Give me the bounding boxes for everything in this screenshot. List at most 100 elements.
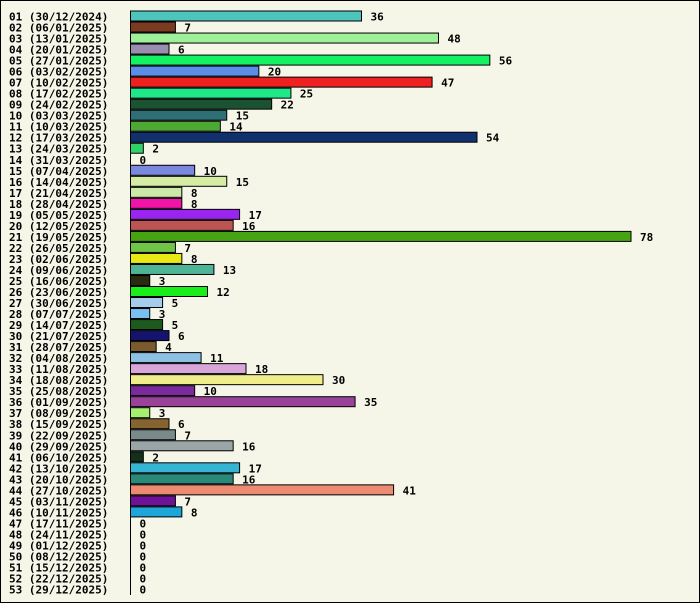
bar (130, 330, 170, 342)
category-label: 24 (09/06/2025) (9, 264, 108, 277)
bar (130, 252, 183, 264)
value-label: 17 (249, 209, 262, 222)
bar (130, 396, 356, 408)
value-label: 30 (332, 374, 345, 387)
value-label: 16 (242, 473, 256, 486)
bar (130, 131, 478, 143)
value-label: 8 (191, 506, 198, 519)
bar (130, 21, 176, 33)
category-label: 48 (24/11/2025) (9, 528, 108, 541)
value-label: 15 (236, 176, 249, 189)
category-label: 15 (07/04/2025) (9, 165, 108, 178)
bar (130, 352, 202, 364)
value-label: 0 (140, 528, 147, 541)
category-label: 25 (16/06/2025) (9, 275, 108, 288)
category-label: 06 (03/02/2025) (9, 66, 108, 79)
category-label: 50 (08/12/2025) (9, 550, 108, 563)
value-label: 47 (441, 77, 454, 90)
bar (130, 109, 228, 121)
category-label: 23 (02/06/2025) (9, 253, 108, 266)
category-label: 08 (17/02/2025) (9, 88, 108, 101)
bar (130, 65, 260, 77)
category-label: 37 (08/09/2025) (9, 407, 108, 420)
category-label: 52 (22/12/2025) (9, 573, 108, 586)
value-label: 4 (165, 341, 172, 354)
bar (130, 297, 164, 309)
bar (130, 506, 183, 518)
value-label: 15 (236, 110, 249, 123)
value-label: 10 (204, 385, 217, 398)
category-label: 36 (01/09/2025) (9, 396, 108, 409)
bar (130, 429, 176, 441)
value-label: 8 (191, 198, 198, 211)
bar (130, 385, 196, 397)
bar (130, 142, 144, 154)
category-label: 19 (05/05/2025) (9, 209, 108, 222)
value-label: 0 (140, 562, 147, 575)
category-label: 14 (31/03/2025) (9, 154, 108, 167)
value-label: 2 (152, 451, 159, 464)
value-label: 16 (242, 440, 256, 453)
category-label: 28 (07/07/2025) (9, 308, 108, 321)
bar (130, 208, 241, 220)
value-label: 48 (448, 33, 461, 46)
category-label: 49 (01/12/2025) (9, 539, 108, 552)
category-label: 11 (10/03/2025) (9, 121, 108, 134)
bar (130, 363, 247, 375)
bar (130, 120, 221, 132)
value-label: 16 (242, 220, 256, 233)
category-label: 16 (14/04/2025) (9, 176, 108, 189)
value-label: 7 (184, 22, 191, 35)
category-label: 07 (10/02/2025) (9, 77, 108, 90)
value-label: 41 (403, 484, 417, 497)
category-label: 33 (11/08/2025) (9, 363, 108, 376)
category-label: 35 (25/08/2025) (9, 385, 108, 398)
bar (130, 341, 157, 353)
bar (130, 76, 433, 88)
value-label: 3 (159, 407, 166, 420)
bar (130, 43, 170, 55)
bar (130, 10, 362, 22)
bar (130, 473, 234, 485)
value-label: 20 (268, 66, 281, 79)
bar (130, 462, 241, 474)
category-label: 09 (24/02/2025) (9, 99, 108, 112)
bar (130, 418, 170, 430)
bar (130, 319, 164, 331)
bar (130, 230, 632, 242)
value-label: 0 (140, 573, 147, 586)
bar (130, 484, 395, 496)
category-label: 03 (13/01/2025) (9, 33, 108, 46)
value-label: 3 (159, 308, 166, 321)
value-label: 35 (364, 396, 377, 409)
category-label: 47 (17/11/2025) (9, 517, 108, 530)
bar (130, 197, 183, 209)
category-label: 46 (10/11/2025) (9, 506, 108, 519)
value-label: 8 (191, 253, 198, 266)
value-label: 0 (140, 539, 147, 552)
value-label: 6 (178, 330, 185, 343)
bar (130, 186, 183, 198)
bar (130, 286, 208, 297)
bar (130, 241, 176, 253)
category-label: 10 (03/03/2025) (9, 110, 108, 123)
value-label: 2 (152, 143, 159, 156)
category-label: 21 (19/05/2025) (9, 231, 108, 244)
category-label: 05 (27/01/2025) (9, 55, 108, 68)
value-label: 14 (229, 121, 243, 134)
value-label: 0 (140, 517, 147, 530)
category-label: 34 (18/08/2025) (9, 374, 108, 387)
category-label: 43 (20/10/2025) (9, 473, 108, 486)
value-label: 18 (255, 363, 268, 376)
bar (130, 308, 151, 320)
bar (130, 274, 151, 286)
category-label: 02 (06/01/2025) (9, 22, 108, 35)
value-label: 7 (184, 495, 191, 508)
bar (130, 54, 491, 66)
category-label: 01 (30/12/2024) (9, 11, 108, 24)
bar (130, 407, 151, 419)
category-label: 26 (23/06/2025) (9, 286, 108, 299)
category-label: 04 (20/01/2025) (9, 44, 108, 57)
category-label: 30 (21/07/2025) (9, 330, 108, 343)
